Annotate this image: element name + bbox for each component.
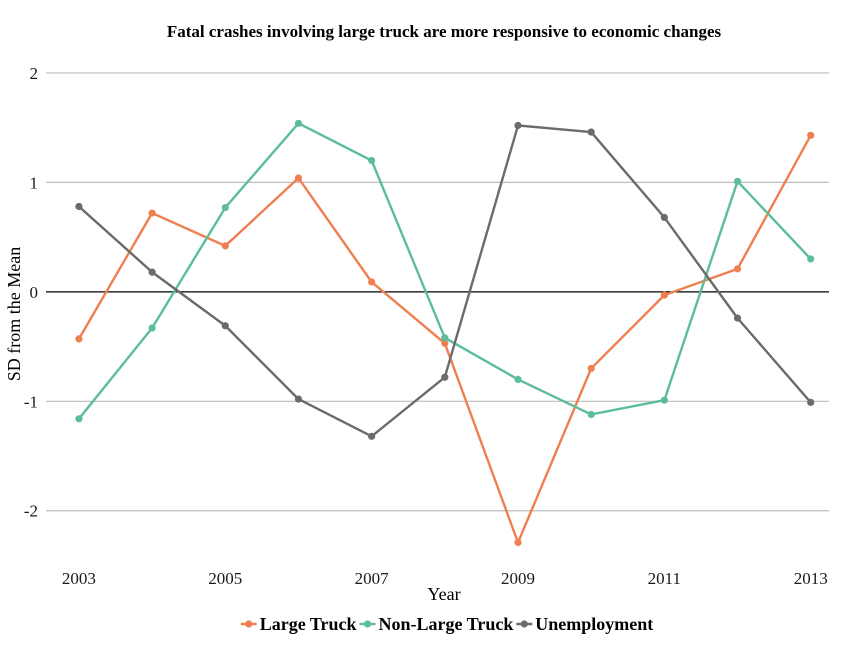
data-point-unemployment [221, 322, 229, 330]
data-point-large-truck [587, 364, 595, 373]
data-point-non-large-truck [514, 375, 522, 384]
data-point-non-large-truck [294, 119, 303, 127]
legend: Large Truck Non-Large Truck Unemployment [240, 614, 653, 634]
y-tick-labels: 2 1 0 -1 -2 [24, 64, 38, 521]
legend-item-large-truck: Large Truck [240, 614, 357, 634]
x-tick-label: 2003 [62, 569, 96, 588]
data-point-large-truck [368, 278, 376, 286]
data-point-unemployment [148, 268, 156, 276]
legend-item-unemployment: Unemployment [516, 614, 653, 634]
data-point-unemployment [294, 395, 303, 403]
data-point-non-large-truck [733, 177, 742, 185]
data-point-unemployment [733, 314, 742, 322]
y-tick-label: 2 [30, 64, 39, 83]
series-non-large-truck [75, 119, 815, 423]
legend-label: Non-Large Truck [379, 614, 514, 634]
y-tick-label: 0 [30, 283, 39, 302]
legend-swatch-dot [363, 620, 372, 628]
data-point-unemployment [514, 121, 522, 130]
data-point-unemployment [368, 432, 376, 440]
data-point-unemployment [587, 128, 595, 136]
y-tick-label: -2 [24, 502, 38, 521]
data-point-non-large-truck [807, 255, 815, 263]
x-tick-labels: 2003 2005 2007 2009 2011 2013 [62, 569, 828, 588]
data-point-large-truck [660, 291, 668, 299]
x-tick-label: 2005 [208, 569, 242, 588]
data-point-unemployment [75, 202, 83, 211]
data-point-non-large-truck [148, 324, 156, 332]
x-tick-label: 2007 [355, 569, 390, 588]
legend-item-non-large-truck: Non-Large Truck [359, 614, 514, 634]
legend-label: Large Truck [260, 614, 357, 634]
data-point-large-truck [441, 339, 449, 347]
data-point-unemployment [807, 398, 815, 406]
x-tick-label: 2009 [501, 569, 535, 588]
series-layer [75, 119, 815, 547]
data-point-large-truck [514, 538, 522, 547]
x-tick-label: 2013 [794, 569, 828, 588]
series-large-truck [75, 131, 815, 547]
data-point-large-truck [75, 335, 83, 343]
data-point-non-large-truck [587, 410, 595, 419]
data-point-non-large-truck [75, 415, 83, 423]
data-point-large-truck [807, 131, 815, 139]
data-point-large-truck [733, 265, 742, 273]
data-point-unemployment [441, 373, 449, 381]
y-axis-title: SD from the Mean [4, 247, 24, 381]
data-point-large-truck [221, 242, 229, 250]
data-point-non-large-truck [221, 203, 229, 212]
y-tick-label: -1 [24, 392, 38, 411]
x-tick-label: 2011 [648, 569, 681, 588]
series-unemployment [75, 121, 815, 440]
data-point-large-truck [148, 209, 156, 217]
data-point-non-large-truck [660, 396, 668, 404]
data-point-large-truck [294, 174, 303, 182]
legend-swatch-dot [245, 620, 253, 628]
data-point-non-large-truck [368, 156, 376, 165]
grid-layer [46, 72, 829, 512]
legend-label: Unemployment [535, 614, 653, 634]
chart-title: Fatal crashes involving large truck are … [167, 22, 722, 41]
legend-swatch-dot [520, 620, 528, 628]
x-axis-title: Year [427, 584, 460, 604]
data-point-non-large-truck [441, 334, 449, 342]
y-tick-label: 1 [30, 173, 39, 192]
data-point-unemployment [660, 213, 668, 222]
